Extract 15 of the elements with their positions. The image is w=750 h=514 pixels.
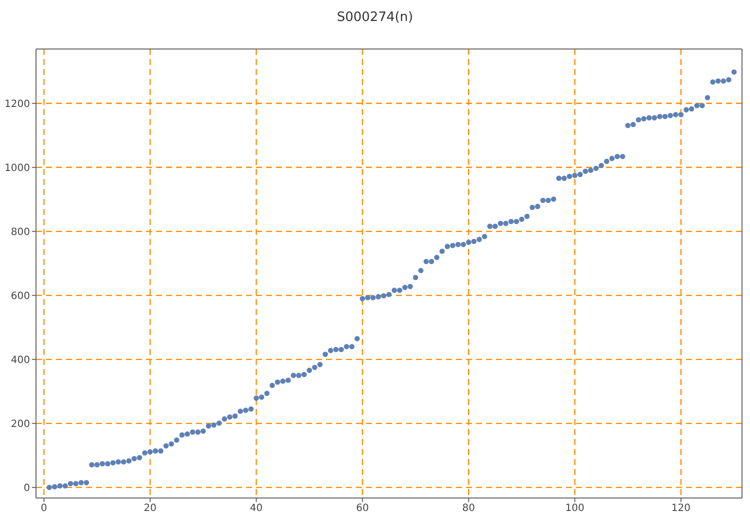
x-tick-label: 40 (250, 503, 263, 514)
x-tick-label: 100 (565, 503, 584, 514)
chart-title: S000274(n) (336, 10, 414, 25)
x-tick-label: 120 (671, 503, 690, 514)
y-tick-label: 600 (10, 290, 30, 302)
x-tick-label: 60 (356, 503, 369, 514)
y-tick-label: 0 (24, 482, 30, 494)
y-tick-label: 1200 (4, 98, 30, 110)
x-tick-label: 80 (462, 503, 475, 514)
x-tick-label: 0 (40, 503, 48, 514)
x-tick-label: 20 (144, 503, 156, 514)
y-tick-label: 400 (10, 354, 30, 366)
y-tick-label: 1000 (4, 162, 30, 174)
y-tick-label: 800 (10, 226, 30, 238)
y-tick-label: 200 (10, 418, 30, 430)
